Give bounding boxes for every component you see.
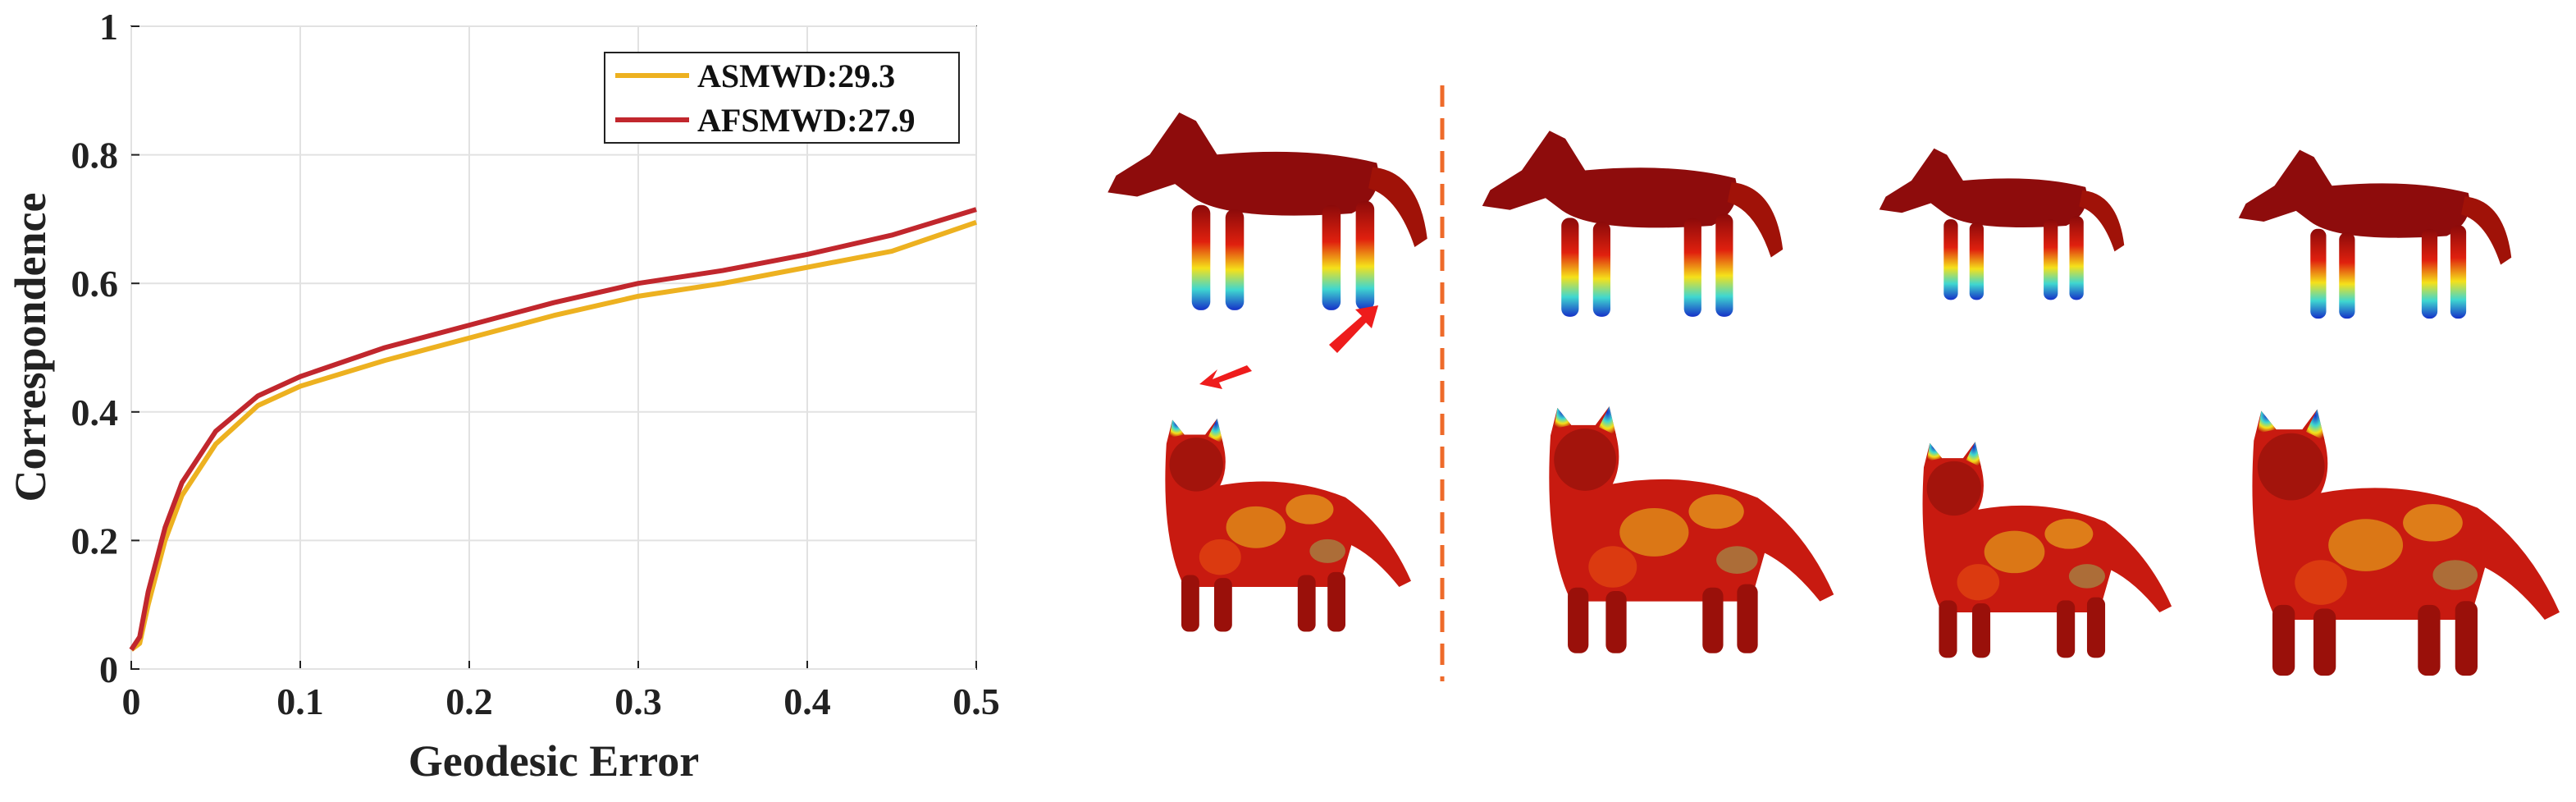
- fox-target: [2252, 409, 2560, 676]
- y-tick-label: 0: [99, 648, 118, 690]
- x-axis-label: Geodesic Error: [409, 736, 699, 786]
- x-tick-label: 0: [122, 681, 141, 722]
- y-tick-label: 0.4: [71, 392, 119, 433]
- x-tick-label: 0.3: [614, 681, 662, 722]
- x-tick-label: 0.5: [952, 681, 1000, 722]
- y-axis-label: Correspondence: [6, 193, 55, 502]
- series-line: [130, 219, 977, 652]
- x-tick-label: 0.4: [783, 681, 831, 722]
- y-tick-label: 0.6: [71, 263, 119, 305]
- series-line: [129, 207, 977, 652]
- horse-source: [1108, 112, 1427, 310]
- legend-label: ASMWD:29.3: [697, 57, 895, 94]
- fox-source: [1165, 418, 1411, 632]
- horse-target: [1879, 148, 2125, 300]
- fox-target: [1922, 442, 2172, 658]
- legend: ASMWD:29.3 AFSMWD:27.9: [615, 57, 916, 139]
- y-tick-label: 1: [99, 6, 118, 48]
- x-tick-label: 0.2: [445, 681, 493, 722]
- x-tick-label: 0.1: [276, 681, 324, 722]
- y-tick-label: 0.2: [71, 520, 119, 561]
- legend-label: AFSMWD:27.9: [697, 102, 916, 139]
- fox-target: [1549, 406, 1834, 653]
- lines: [129, 207, 977, 652]
- legend-box: [604, 52, 960, 144]
- arrow: [1329, 305, 1378, 353]
- horse-target: [1482, 131, 1784, 317]
- y-tick-label: 0.8: [71, 135, 119, 176]
- horse-target: [2238, 149, 2512, 319]
- arrow: [1199, 365, 1252, 389]
